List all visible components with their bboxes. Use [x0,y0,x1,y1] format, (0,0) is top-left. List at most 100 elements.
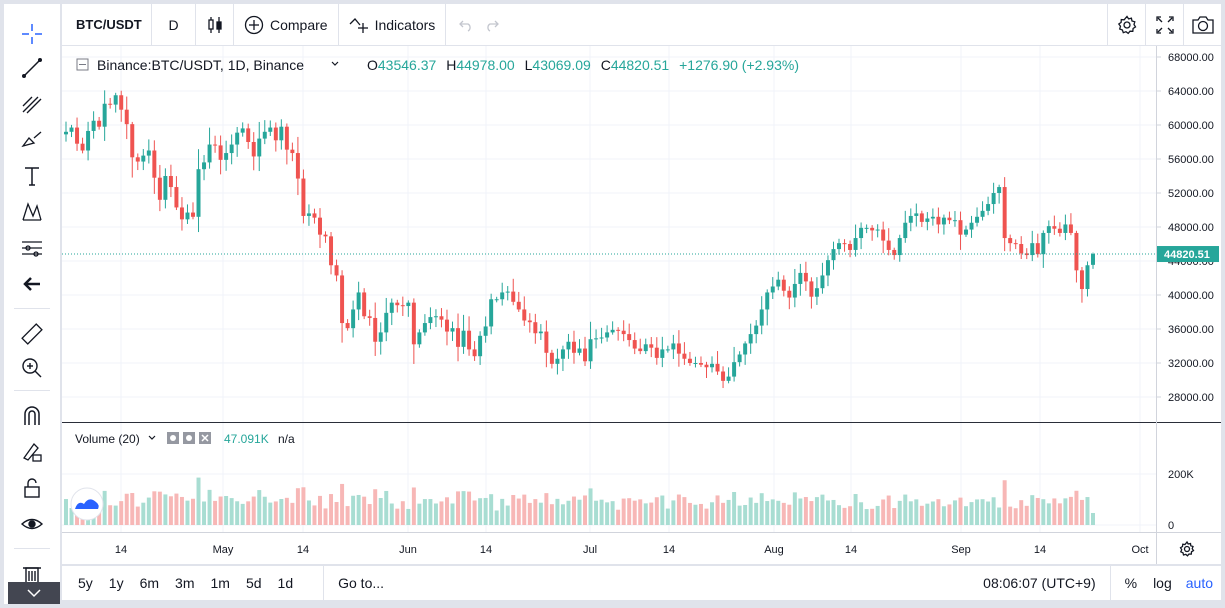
chevron-down-icon[interactable] [148,435,156,440]
range-1d[interactable]: 1d [277,575,294,591]
chart-pane[interactable]: 68000.00 64000.00 60000.00 56000.00 52000.00… [62,46,1221,564]
trend-line-icon[interactable] [18,54,46,82]
volume-bar [168,496,173,525]
snapshot-button[interactable] [1183,3,1221,46]
candle-body [798,272,803,284]
candle-body [1068,224,1073,233]
candle-body [478,335,483,357]
volume-bar [1063,498,1068,525]
tradingview-logo[interactable] [70,487,104,521]
text-tool-icon[interactable] [18,162,46,190]
time-tick-label: Sep [951,544,971,556]
volume-bar [825,500,830,525]
symbol-title[interactable]: Binance:BTC/USDT, 1D, Binance [97,57,304,73]
volume-bar [594,500,599,525]
volume-bar [533,499,538,525]
candle-body [433,316,438,318]
volume-bar [743,504,748,525]
volume-bar [837,505,841,525]
candle-body [903,222,908,239]
candle-body [820,275,825,289]
fib-retracement-icon[interactable] [18,90,46,118]
range-6m[interactable]: 6m [139,575,160,591]
candle-body [108,103,113,105]
volume-bar [721,502,726,525]
volume-bar [577,499,582,525]
candle-body [400,305,405,307]
zoom-in-icon[interactable] [18,354,46,382]
range-5d[interactable]: 5d [245,575,262,591]
volume-bar [268,502,273,525]
unlock-icon[interactable] [18,474,46,502]
candle-body [75,127,80,144]
volume-bar [185,500,190,525]
time-tick-label: Oct [1131,544,1148,556]
undo-icon[interactable] [456,18,474,32]
symbol-search-button[interactable]: BTC/USDT [62,3,152,46]
collapse-legend-icon[interactable] [76,58,89,71]
candle-body [1091,254,1095,265]
percent-scale-toggle[interactable]: % [1124,575,1138,591]
candle-body [251,142,256,157]
price-tick-label: 32000.00 [1168,358,1214,370]
clock-timezone[interactable]: 08:06:07 (UTC+9) [969,566,1111,600]
candle-body [1079,270,1084,290]
interval-button[interactable]: D [152,3,196,46]
log-scale-toggle[interactable]: log [1153,575,1172,591]
price-chart[interactable]: 68000.00 64000.00 60000.00 56000.00 52000.00… [62,46,1221,564]
volume-bar [411,487,416,525]
redo-icon[interactable] [484,18,502,32]
time-tick-label: Jul [583,544,597,556]
volume-bar [229,498,234,525]
candle-body [284,126,289,150]
candle-body [411,302,416,345]
settings-button[interactable] [1107,3,1145,46]
volume-bar [384,490,389,525]
time-axis[interactable]: 14 May 14 Jun 14 Jul 14 Aug 14 Sep 14 Oct [115,544,1149,556]
range-1y[interactable]: 1y [108,575,124,591]
goto-date-button[interactable]: Go to... [323,566,392,600]
range-3m[interactable]: 3m [175,575,195,591]
crosshair-icon[interactable] [18,20,46,48]
candle-body [345,323,350,329]
time-tick-label: Jun [399,544,417,556]
visibility-eye-icon[interactable] [18,510,46,538]
fullscreen-button[interactable] [1145,3,1183,46]
measure-icon[interactable] [18,320,46,348]
trash-icon[interactable] [18,560,46,588]
collapse-toolbar-button[interactable] [8,582,60,604]
volume-bar [273,501,278,525]
volume-bar [141,502,146,525]
candle-body [765,292,770,310]
candle-body [1057,228,1062,233]
candle-body [489,299,494,327]
chevron-down-icon[interactable] [331,61,339,66]
range-5y[interactable]: 5y [78,575,93,591]
compare-button[interactable]: Compare [234,3,339,46]
volume-bar [1002,480,1007,525]
volume-bar [875,505,880,525]
auto-scale-toggle[interactable]: auto [1185,575,1213,591]
magnet-icon[interactable] [18,402,46,430]
volume-bar [925,503,930,525]
arrow-back-icon[interactable] [18,270,46,298]
candle-body [610,329,615,333]
candle-body [146,150,151,156]
candle-body [119,95,124,110]
timezone-settings-icon[interactable] [1179,540,1195,557]
brush-icon[interactable] [18,126,46,154]
volume-bar [930,501,935,525]
candle-body [721,371,726,381]
range-1m[interactable]: 1m [210,575,230,591]
volume-title[interactable]: Volume (20) [75,432,140,446]
pattern-tool-icon[interactable] [18,198,46,226]
candle-body [555,358,560,364]
volume-axis[interactable]: 200K 0 [1168,469,1194,532]
lock-drawing-icon[interactable] [18,438,46,466]
indicators-button[interactable]: Indicators [339,3,447,46]
price-tick-label: 56000.00 [1168,154,1214,166]
candle-body [687,358,692,363]
prediction-tool-icon[interactable] [18,234,46,262]
volume-bar [378,498,383,525]
chart-type-button[interactable] [196,3,234,46]
